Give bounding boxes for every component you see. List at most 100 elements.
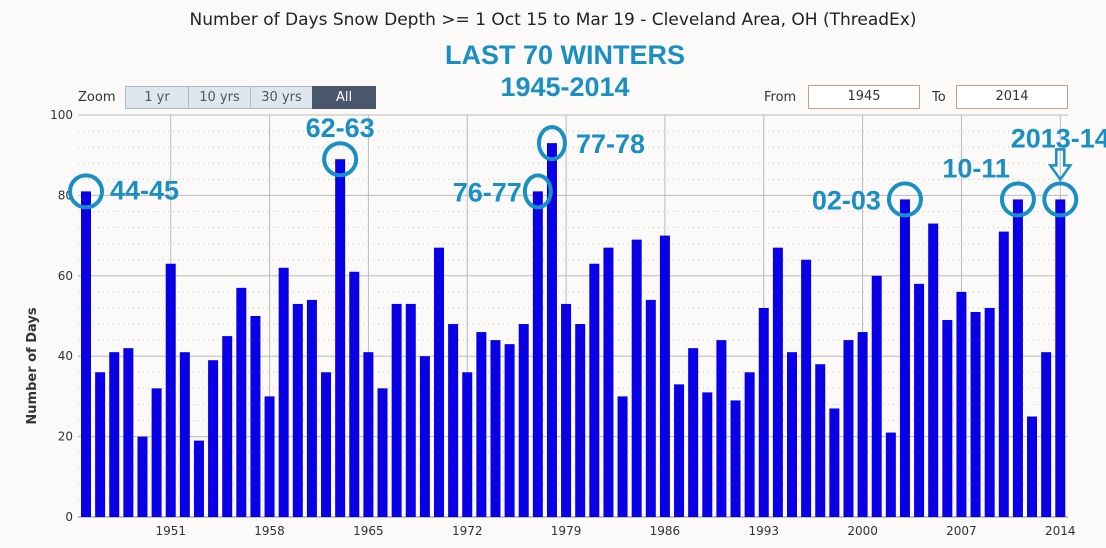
zoom-10yrs-button[interactable]: 10 yrs <box>188 86 251 109</box>
bar-1996 <box>801 259 812 517</box>
bar-1988 <box>688 348 699 517</box>
annotation-circle <box>68 173 104 210</box>
bar-1972 <box>462 372 473 517</box>
x-tick-label: 1972 <box>452 524 483 538</box>
annotation-label: 44-45 <box>110 175 179 205</box>
bar-1963 <box>335 159 346 517</box>
bar-1986 <box>659 235 670 517</box>
x-tick-label: 1951 <box>155 524 186 538</box>
bar-1967 <box>391 303 402 517</box>
x-tick-label: 1993 <box>748 524 779 538</box>
y-tick-label: 60 <box>58 269 73 283</box>
arrow-down-icon <box>1047 148 1073 182</box>
bar-2000 <box>857 332 868 517</box>
bar-1958 <box>264 396 275 517</box>
bar-2008 <box>970 311 981 517</box>
bar-1966 <box>377 388 388 517</box>
annotation-label: 02-03 <box>812 185 881 215</box>
annotation-circle <box>536 125 567 162</box>
bar-1980 <box>575 324 586 517</box>
chart-title: Number of Days Snow Depth >= 1 Oct 15 to… <box>189 10 917 30</box>
bar-1975 <box>504 344 515 517</box>
bar-1947 <box>109 352 120 517</box>
bar-1971 <box>448 324 459 517</box>
bar-2011 <box>1012 199 1023 518</box>
bar-1983 <box>617 396 628 517</box>
bar-2013 <box>1041 352 1052 517</box>
bar-1987 <box>674 384 685 517</box>
bar-1977 <box>532 191 543 517</box>
zoom-30yrs-button[interactable]: 30 yrs <box>250 86 313 109</box>
bar-1945 <box>81 191 91 517</box>
annotation-circle <box>322 141 359 178</box>
bar-1989 <box>702 392 713 517</box>
bar-1960 <box>292 303 303 517</box>
y-axis-label: Number of Days <box>25 307 40 424</box>
annotation-circle <box>1042 181 1079 218</box>
bar-1973 <box>476 332 487 517</box>
zoom-all-button[interactable]: All <box>312 86 376 109</box>
bar-1949 <box>137 436 148 517</box>
bar-2002 <box>885 432 896 517</box>
bar-1955 <box>222 336 233 517</box>
bar-2001 <box>871 275 882 517</box>
bar-1962 <box>321 372 332 517</box>
bar-1951 <box>165 263 176 517</box>
bar-1974 <box>490 340 501 517</box>
from-input[interactable]: 1945 <box>808 85 920 109</box>
annotation-label: 76-77 <box>453 177 522 207</box>
to-input[interactable]: 2014 <box>956 85 1068 109</box>
y-tick-label: 40 <box>58 349 73 363</box>
x-tick-label: 1979 <box>551 524 582 538</box>
bar-1993 <box>758 307 769 517</box>
bar-1959 <box>278 267 289 517</box>
x-tick-label: 2007 <box>946 524 977 538</box>
bar-2005 <box>928 223 939 518</box>
bar-1964 <box>349 271 360 517</box>
banner-line-2: 1945-2014 <box>500 72 630 102</box>
bar-1985 <box>645 299 656 517</box>
bar-1981 <box>589 263 600 517</box>
bar-1957 <box>250 316 261 517</box>
bar-2006 <box>942 320 953 517</box>
bar-1968 <box>405 303 416 517</box>
annotation-label: 10-11 <box>942 153 1010 183</box>
to-label: To <box>932 90 946 105</box>
bar-1948 <box>123 348 134 517</box>
bar-1978 <box>546 143 557 517</box>
zoom-1yr-button[interactable]: 1 yr <box>125 86 189 109</box>
bar-2003 <box>899 199 910 518</box>
x-tick-label: 1958 <box>254 524 285 538</box>
bar-1965 <box>363 352 374 517</box>
bar-2004 <box>914 283 925 517</box>
bar-1991 <box>730 400 741 517</box>
bar-1992 <box>744 372 755 517</box>
bar-1970 <box>434 247 444 517</box>
bar-2014 <box>1055 199 1066 518</box>
bar-1998 <box>829 408 840 517</box>
bar-2007 <box>956 291 967 517</box>
bar-1961 <box>306 299 317 517</box>
bar-1956 <box>236 287 247 517</box>
annotation-label: 62-63 <box>306 113 375 143</box>
bar-1984 <box>631 239 642 517</box>
bar-1982 <box>603 247 614 517</box>
bar-1976 <box>518 324 529 517</box>
bar-1995 <box>787 352 797 517</box>
bar-1969 <box>419 356 430 517</box>
from-label: From <box>764 90 797 105</box>
bar-1946 <box>95 372 106 517</box>
bar-2009 <box>984 307 995 517</box>
bar-1954 <box>208 360 219 517</box>
x-tick-label: 2014 <box>1045 524 1076 538</box>
y-tick-label: 0 <box>65 510 73 524</box>
bar-2010 <box>998 231 1009 517</box>
x-tick-label: 1986 <box>650 524 681 538</box>
bar-1950 <box>151 388 162 517</box>
zoom-label: Zoom <box>78 90 116 105</box>
annotation-circle <box>522 173 553 210</box>
x-tick-label: 1965 <box>353 524 384 538</box>
annotation-circle <box>999 181 1036 218</box>
